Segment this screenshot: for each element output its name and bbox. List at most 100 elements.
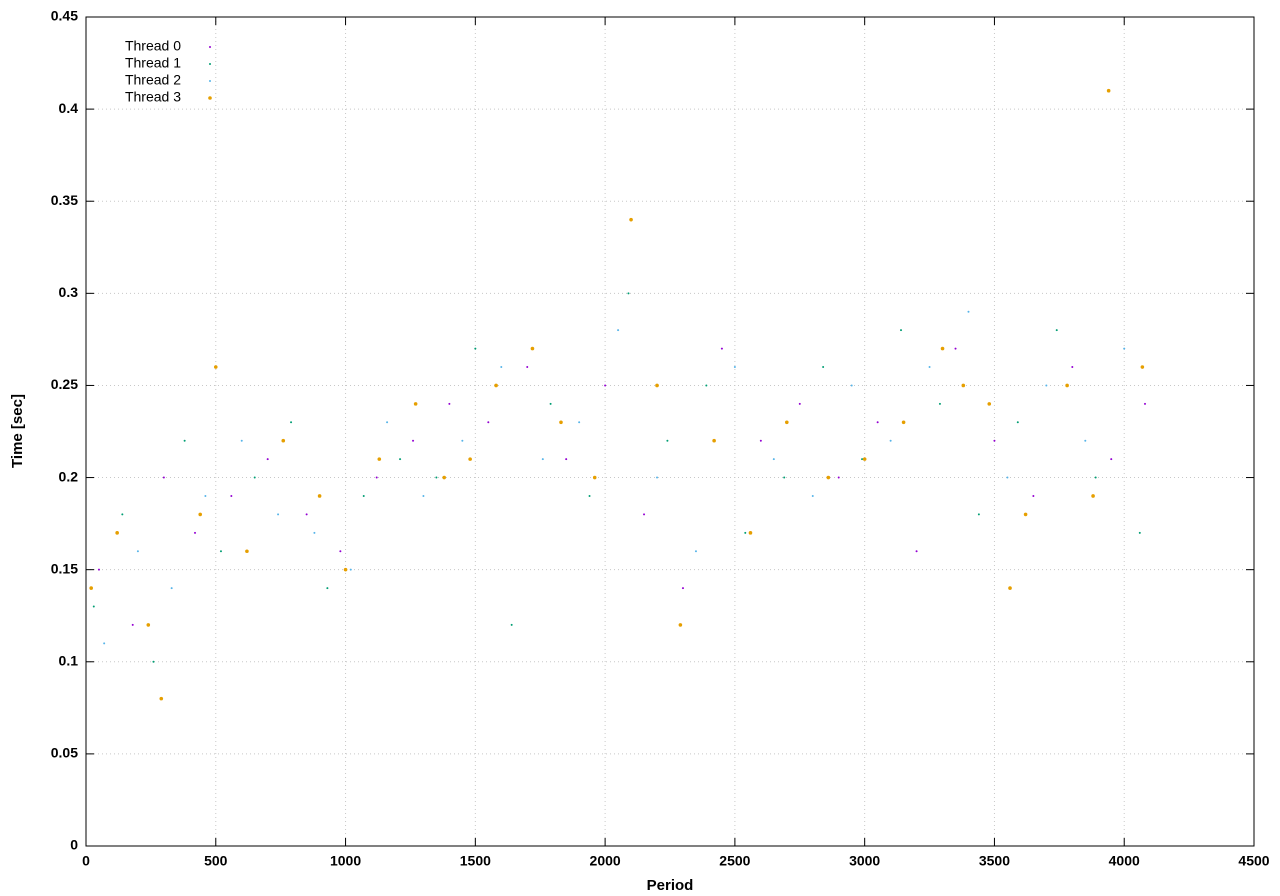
x-tick-label: 4000 bbox=[1109, 853, 1140, 869]
point bbox=[526, 366, 529, 369]
point bbox=[159, 696, 164, 701]
point bbox=[1016, 421, 1019, 424]
point bbox=[121, 513, 124, 516]
point bbox=[305, 513, 308, 516]
point bbox=[961, 383, 966, 388]
x-tick-label: 1000 bbox=[330, 853, 361, 869]
point bbox=[313, 531, 316, 534]
point bbox=[1006, 476, 1009, 479]
point bbox=[136, 550, 139, 553]
point bbox=[705, 384, 708, 387]
point bbox=[967, 310, 970, 313]
point bbox=[822, 366, 825, 369]
point bbox=[343, 567, 348, 572]
point bbox=[604, 384, 607, 387]
point bbox=[798, 402, 801, 405]
point bbox=[170, 587, 173, 590]
point bbox=[326, 587, 329, 590]
legend-marker bbox=[209, 63, 211, 65]
point bbox=[317, 494, 322, 498]
x-tick-label: 3500 bbox=[979, 853, 1010, 869]
point bbox=[1055, 329, 1058, 332]
point bbox=[494, 383, 498, 388]
y-tick-label: 0.4 bbox=[59, 100, 79, 116]
point bbox=[152, 660, 155, 663]
point bbox=[901, 420, 906, 425]
y-tick-label: 0.15 bbox=[51, 560, 78, 576]
legend-label: Thread 1 bbox=[125, 55, 181, 71]
x-tick-label: 2000 bbox=[590, 853, 621, 869]
plot-frame bbox=[85, 16, 1255, 847]
y-tick-label: 0.35 bbox=[51, 192, 78, 208]
point bbox=[1106, 88, 1111, 93]
point bbox=[928, 366, 931, 369]
point bbox=[413, 402, 418, 406]
point bbox=[103, 642, 106, 645]
point bbox=[183, 439, 186, 442]
point bbox=[940, 346, 945, 351]
point bbox=[1091, 494, 1095, 498]
point bbox=[549, 402, 552, 405]
point bbox=[115, 531, 119, 535]
point bbox=[915, 550, 918, 553]
point bbox=[461, 439, 464, 442]
point bbox=[1065, 383, 1069, 388]
x-tick-label: 1500 bbox=[460, 853, 491, 869]
point bbox=[938, 402, 941, 405]
point bbox=[162, 476, 165, 479]
point bbox=[592, 475, 597, 480]
point bbox=[412, 439, 415, 442]
point bbox=[219, 550, 222, 553]
point bbox=[92, 605, 95, 608]
point bbox=[500, 366, 503, 369]
point bbox=[1023, 512, 1028, 517]
legend-label: Thread 0 bbox=[125, 38, 181, 54]
point bbox=[1138, 531, 1141, 534]
legend-label: Thread 2 bbox=[125, 72, 181, 88]
point bbox=[643, 513, 646, 516]
point bbox=[377, 457, 382, 461]
point bbox=[733, 366, 736, 369]
point bbox=[772, 458, 775, 461]
point bbox=[694, 550, 697, 553]
point bbox=[617, 329, 620, 332]
point bbox=[468, 457, 472, 461]
point bbox=[681, 587, 684, 590]
point bbox=[442, 475, 446, 480]
point bbox=[339, 550, 342, 553]
point bbox=[386, 421, 389, 424]
x-tick-label: 500 bbox=[204, 853, 228, 869]
point bbox=[993, 439, 996, 442]
point bbox=[266, 458, 269, 461]
point bbox=[1008, 586, 1012, 590]
x-tick-label: 4500 bbox=[1238, 853, 1269, 869]
point bbox=[837, 476, 840, 479]
point bbox=[1094, 476, 1097, 479]
point bbox=[629, 217, 633, 222]
point bbox=[349, 568, 352, 571]
point bbox=[277, 513, 280, 516]
x-tick-label: 0 bbox=[82, 853, 90, 869]
point bbox=[1110, 458, 1113, 461]
point bbox=[744, 531, 747, 534]
point bbox=[1123, 347, 1126, 350]
point bbox=[362, 494, 365, 497]
point bbox=[850, 384, 853, 387]
point bbox=[290, 421, 293, 424]
legend-label: Thread 3 bbox=[125, 89, 181, 105]
point bbox=[422, 494, 425, 497]
y-tick-label: 0.1 bbox=[59, 652, 79, 668]
point bbox=[759, 439, 762, 442]
legend-marker bbox=[208, 96, 212, 100]
point bbox=[1084, 439, 1087, 442]
point bbox=[230, 494, 233, 497]
point bbox=[281, 438, 286, 443]
point bbox=[656, 476, 659, 479]
point bbox=[375, 476, 378, 479]
point bbox=[1143, 402, 1146, 405]
point bbox=[655, 383, 659, 388]
point bbox=[559, 420, 563, 425]
point bbox=[748, 531, 753, 535]
point bbox=[876, 421, 879, 424]
